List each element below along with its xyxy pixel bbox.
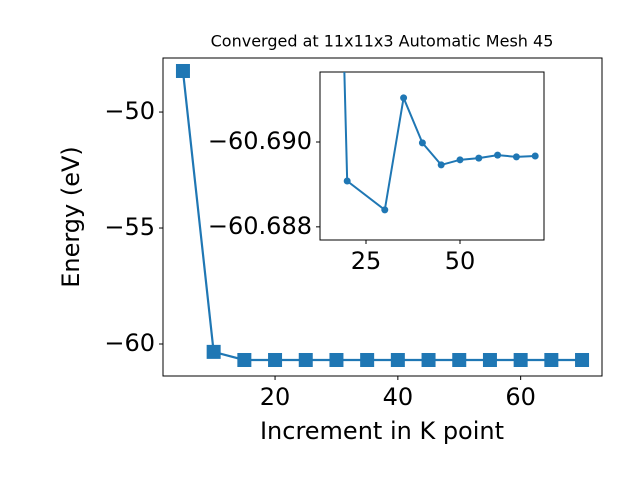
plot-content bbox=[175, 63, 590, 367]
marker bbox=[381, 206, 389, 214]
chart-title: Converged at 11x11x3 Automatic Mesh 45 bbox=[211, 32, 554, 51]
y-tick-label: −60.690 bbox=[208, 127, 312, 155]
x-tick-label: 25 bbox=[351, 247, 382, 275]
marker bbox=[544, 352, 559, 367]
x-axis-label: Increment in K point bbox=[260, 417, 504, 445]
y-tick-label: −60.688 bbox=[208, 212, 312, 240]
x-tick-label: 60 bbox=[505, 383, 536, 411]
marker bbox=[513, 352, 528, 367]
marker bbox=[360, 352, 375, 367]
marker bbox=[298, 352, 313, 367]
marker bbox=[343, 177, 351, 185]
x-tick-label: 20 bbox=[260, 383, 291, 411]
plot-content bbox=[343, 72, 539, 214]
marker bbox=[452, 352, 467, 367]
y-tick-label: −55 bbox=[104, 213, 155, 241]
marker bbox=[206, 344, 221, 359]
marker bbox=[475, 154, 483, 162]
marker bbox=[575, 352, 590, 367]
y-axis-label: Energy (eV) bbox=[57, 146, 85, 288]
x-tick-label: 50 bbox=[445, 247, 476, 275]
marker bbox=[175, 63, 190, 78]
marker bbox=[456, 156, 464, 164]
marker bbox=[237, 352, 252, 367]
x-tick-label: 40 bbox=[383, 383, 414, 411]
marker bbox=[494, 151, 502, 159]
marker bbox=[400, 94, 408, 102]
marker bbox=[418, 139, 426, 147]
marker bbox=[512, 153, 520, 161]
y-tick-label: −50 bbox=[104, 97, 155, 125]
marker bbox=[531, 152, 539, 160]
marker bbox=[482, 352, 497, 367]
marker bbox=[421, 352, 436, 367]
y-tick-label: −60 bbox=[104, 329, 155, 357]
marker bbox=[268, 352, 283, 367]
marker bbox=[437, 161, 445, 169]
marker bbox=[390, 352, 405, 367]
marker bbox=[329, 352, 344, 367]
